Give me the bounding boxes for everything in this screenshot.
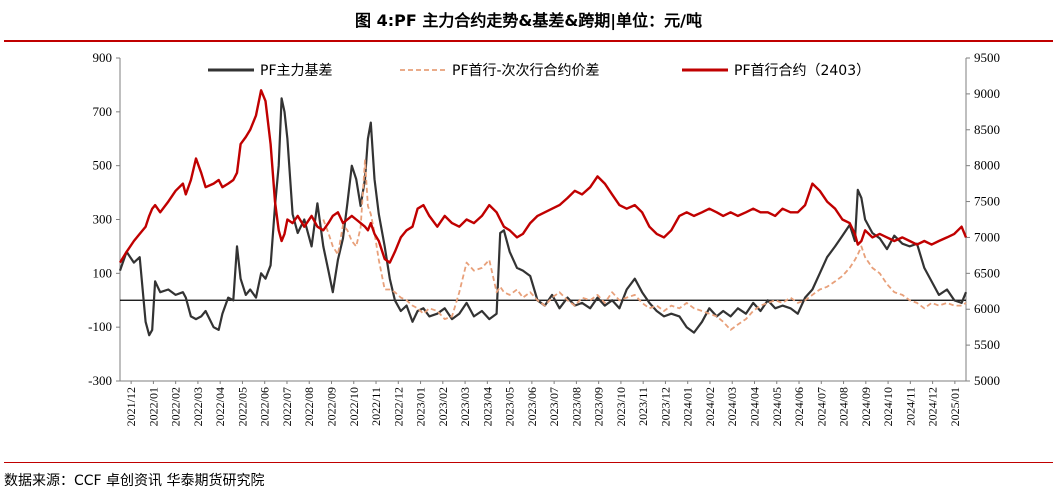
right-tick-label: 7000	[974, 229, 1000, 244]
left-tick-label: 100	[93, 265, 113, 280]
x-tick-label: 2022/05	[235, 387, 249, 426]
series-lines	[118, 89, 968, 337]
x-tick-label: 2024/04	[748, 387, 762, 426]
left-tick-label: 500	[93, 158, 113, 173]
right-tick-label: 6500	[974, 265, 1000, 280]
series-line-0	[118, 97, 968, 337]
x-tick-label: 2025/01	[948, 387, 962, 426]
x-tick-label: 2024/07	[814, 387, 828, 426]
x-tick-label: 2024/11	[903, 387, 917, 426]
x-tick-label: 2023/03	[458, 387, 472, 426]
right-tick-label: 8000	[974, 158, 1000, 173]
x-tick-label: 2022/07	[280, 387, 294, 426]
x-tick-label: 2024/12	[926, 387, 940, 426]
source-divider	[4, 462, 1053, 463]
right-tick-label: 5000	[974, 373, 1000, 388]
left-tick-label: -100	[88, 319, 112, 334]
x-tick-label: 2023/10	[614, 387, 628, 426]
x-tick-label: 2024/05	[770, 387, 784, 426]
legend-label-1: PF首行-次次行合约价差	[452, 63, 600, 79]
axes: -300 -100 100 300 500 700 900 5000 5500 6000 6500 7…	[88, 50, 1000, 426]
right-tick-label: 9500	[974, 50, 1000, 65]
x-tick-label: 2023/05	[503, 387, 517, 426]
x-tick-label: 2022/06	[258, 387, 272, 426]
x-tick-label: 2023/02	[436, 387, 450, 426]
x-tick-label: 2023/06	[525, 387, 539, 426]
left-tick-label: -300	[88, 373, 112, 388]
right-tick-label: 8500	[974, 122, 1000, 137]
title-divider	[4, 40, 1053, 42]
right-tick-label: 5500	[974, 337, 1000, 352]
legend-label-0: PF主力基差	[260, 62, 333, 79]
x-tick-label: 2024/03	[725, 387, 739, 426]
x-tick-label: 2024/06	[792, 387, 806, 426]
x-tick-label: 2023/09	[592, 387, 606, 426]
x-tick-label: 2022/12	[391, 387, 405, 426]
x-tick-label: 2023/07	[547, 387, 561, 426]
x-tick-label: 2022/01	[146, 387, 160, 426]
x-tick-label: 2024/08	[837, 387, 851, 426]
x-tick-label: 2022/10	[347, 387, 361, 426]
x-tick-label: 2023/12	[658, 387, 672, 426]
x-tick-label: 2022/11	[369, 387, 383, 426]
x-tick-label: 2023/01	[414, 387, 428, 426]
legend: PF主力基差 PF首行-次次行合约价差 PF首行合约（2403）	[208, 62, 870, 79]
x-tick-label: 2024/02	[703, 387, 717, 426]
left-tick-label: 700	[93, 104, 113, 119]
x-tick-label: 2024/09	[859, 387, 873, 426]
x-tick-label: 2022/09	[325, 387, 339, 426]
x-tick-label: 2024/01	[681, 387, 695, 426]
source-note: 数据来源：CCF 卓创资讯 华泰期货研究院	[4, 473, 265, 489]
x-tick-label: 2021/12	[124, 387, 138, 426]
left-tick-label: 900	[93, 50, 113, 65]
right-tick-label: 7500	[974, 194, 1000, 209]
x-tick-label: 2023/11	[636, 387, 650, 426]
x-tick-label: 2022/03	[191, 387, 205, 426]
series-line-1	[322, 159, 967, 331]
x-tick-label: 2023/08	[569, 387, 583, 426]
x-tick-label: 2023/04	[480, 387, 494, 426]
series-line-2	[118, 89, 968, 264]
right-tick-label: 6000	[974, 301, 1000, 316]
legend-label-2: PF首行合约（2403）	[734, 63, 870, 79]
x-tick-label: 2022/02	[169, 387, 183, 426]
x-tick-label: 2024/10	[881, 387, 895, 426]
x-tick-label: 2022/08	[302, 387, 316, 426]
x-tick-label: 2022/04	[213, 387, 227, 426]
left-tick-label: 300	[93, 212, 113, 227]
right-tick-label: 9000	[974, 86, 1000, 101]
chart-title: 图 4:PF 主力合约走势&基差&跨期|单位：元/吨	[355, 11, 702, 30]
